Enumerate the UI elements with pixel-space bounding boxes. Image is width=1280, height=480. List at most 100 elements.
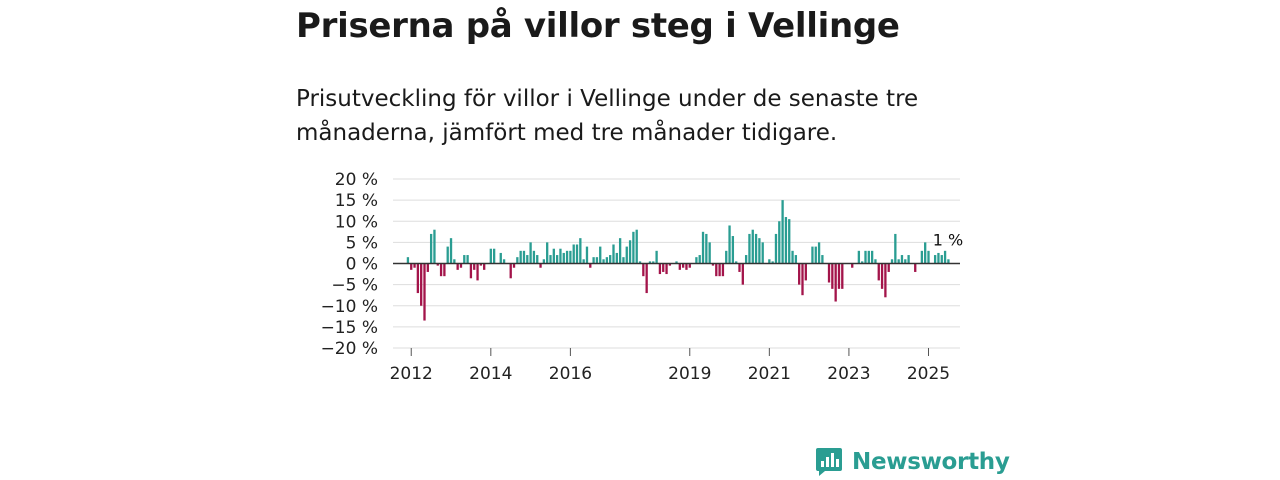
bar [900,255,904,264]
bar [549,255,552,264]
bar [589,263,592,268]
bar [502,259,506,264]
bar [754,233,758,264]
bar [688,263,691,268]
bar [731,236,735,264]
bar [433,229,436,264]
bar [642,263,645,277]
y-tick-label: 5 % [346,233,378,253]
bar [761,242,764,264]
y-tick-label: −15 % [321,318,378,338]
bar [887,263,890,272]
bar [744,255,748,264]
bar [914,263,917,272]
x-tick-label: 2025 [907,364,950,384]
bar [774,233,778,264]
bar [592,257,595,264]
bar [532,250,536,264]
bar [821,255,824,264]
bar [575,244,579,264]
bar [718,263,721,277]
brand-name: Newsworthy [852,449,1010,475]
bar [562,252,565,264]
bar [473,263,476,270]
newsworthy-logo-icon [816,448,842,476]
bar [811,246,814,264]
bar [569,250,572,264]
bar [622,257,625,264]
bar [940,255,943,264]
bar [516,257,519,264]
chart-subtitle: Prisutveckling för villor i Vellinge und… [296,86,919,146]
bar [698,255,701,264]
newsworthy-logo[interactable]: Newsworthy [815,445,1010,479]
bar [489,248,492,264]
x-tick-label: 2019 [668,364,711,384]
bar [675,261,678,264]
bar [904,259,907,264]
bar [768,259,771,264]
bar [907,255,910,264]
bar [420,263,423,306]
bar [555,255,559,264]
bar [791,250,794,264]
bar [453,259,456,264]
bar [519,250,522,264]
bar [426,263,429,272]
bar [877,263,880,281]
bar [635,229,638,264]
bar [539,263,542,268]
bar [469,263,473,279]
bar [924,242,927,264]
bar [439,263,443,277]
y-tick-label: 10 % [335,212,378,232]
bar [552,248,555,264]
bar [602,259,605,264]
bar [870,250,874,264]
bar [648,261,652,264]
bar [857,250,861,264]
bar [920,250,924,264]
y-tick-label: −10 % [321,297,378,317]
bar [685,263,688,270]
bar [536,255,539,264]
bar [512,263,516,268]
bar [695,257,698,264]
chart-title: Priserna på villor steg i Vellinge [296,6,900,46]
x-tick-label: 2023 [827,364,870,384]
bar [429,233,433,264]
bar [933,255,937,264]
bar [827,263,831,283]
bar [841,263,844,289]
bar [443,263,446,277]
bar [798,263,801,285]
bar [579,238,582,264]
bar [890,259,894,264]
bar [628,240,632,264]
bar [794,255,798,264]
y-tick-label: −5 % [331,276,378,296]
bar [605,257,609,264]
bar [834,263,837,302]
bar [529,242,532,264]
y-axis-labels: 20 %15 %10 %5 %0 %−5 %−10 %−15 %−20 % [321,170,378,359]
last-value-label: 1 % [933,230,963,249]
bar [459,263,463,268]
bar [582,259,585,264]
y-tick-label: 20 % [335,170,378,190]
bar [625,246,628,264]
bar [781,200,784,264]
bar [565,250,569,264]
bar [466,255,469,264]
bar [665,263,668,275]
bar [436,263,439,266]
bar [927,250,930,264]
bar [483,263,486,270]
bar [559,248,562,264]
bar [463,255,466,264]
x-tick-label: 2014 [469,364,512,384]
bar [612,244,615,264]
bar [937,252,940,264]
bar [771,261,774,264]
x-tick-label: 2016 [549,364,592,384]
